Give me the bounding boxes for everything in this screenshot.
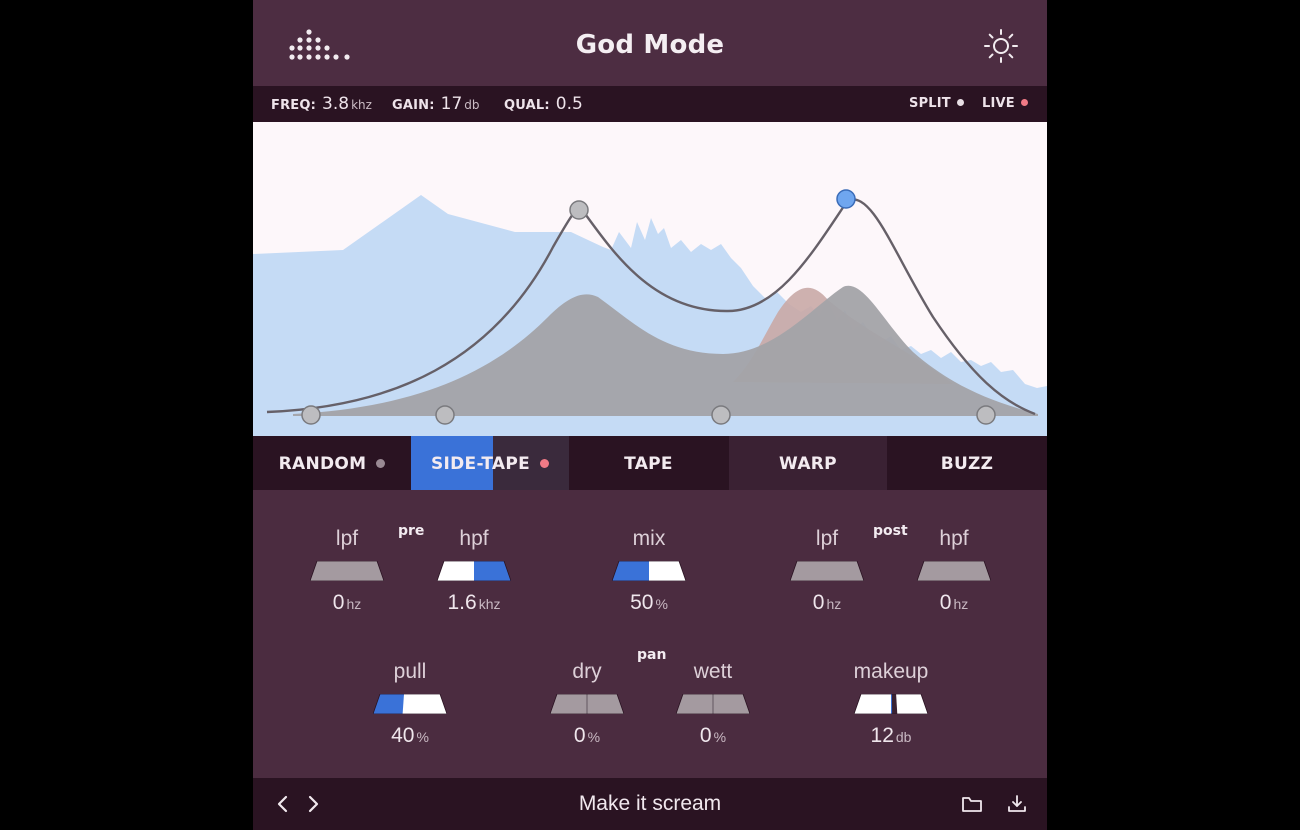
- mix-control: mix 50%: [594, 527, 704, 615]
- dry-slider[interactable]: [549, 693, 625, 715]
- plugin-window: God Mode FREQ: 3.8 khz GAIN: 17 db QUAL: 0.5 …: [253, 0, 1047, 830]
- qual-readout: QUAL: 0.5: [504, 86, 583, 122]
- status-bar: FREQ: 3.8 khz GAIN: 17 db QUAL: 0.5 SPLIT LIV…: [253, 86, 1047, 122]
- output-curve-fill: [293, 285, 1038, 416]
- pull-value: 40%: [391, 724, 429, 747]
- mode-tabs: RANDOM SIDE-TAPE TAPE WARP BUZZ: [253, 436, 1047, 490]
- makeup-control: makeup 12 db: [836, 660, 946, 748]
- post-lpf-value: 0 hz: [812, 591, 842, 614]
- mix-label: mix: [632, 527, 666, 550]
- wett-value: 0%: [699, 724, 727, 747]
- footer-bar: Make it scream: [253, 778, 1047, 830]
- mix-slider[interactable]: [611, 560, 687, 582]
- makeup-value: 12 db: [870, 724, 912, 747]
- pull-slider[interactable]: [372, 693, 448, 715]
- wett-slider[interactable]: [675, 693, 751, 715]
- post-lpf-label: lpf: [815, 527, 839, 550]
- folder-icon[interactable]: [960, 792, 984, 816]
- tab-random-label: RANDOM: [278, 454, 367, 474]
- eq-graph[interactable]: [253, 122, 1047, 436]
- eq-node-selected[interactable]: [836, 189, 856, 209]
- gain-readout: GAIN: 17 db: [392, 86, 480, 122]
- gain-label: GAIN:: [392, 98, 435, 113]
- pull-control: pull 40%: [355, 660, 465, 748]
- tab-tape-label: TAPE: [624, 454, 673, 474]
- gain-unit: db: [464, 98, 480, 112]
- wett-label: wett: [693, 660, 733, 683]
- dot-grid-logo[interactable]: [289, 28, 353, 64]
- tab-tape[interactable]: TAPE: [569, 436, 728, 490]
- eq-node[interactable]: [435, 405, 455, 425]
- post-tag: post: [873, 523, 908, 539]
- gain-value: 17: [440, 94, 463, 114]
- post-lpf-control: lpf 0 hz: [772, 527, 882, 615]
- pan-tag: pan: [637, 647, 667, 663]
- post-hpf-value: 0 hz: [939, 591, 969, 614]
- app-title: God Mode: [575, 30, 725, 60]
- live-label: LIVE: [982, 96, 1015, 111]
- dry-value: 0%: [573, 724, 601, 747]
- qual-label: QUAL:: [504, 98, 550, 113]
- eq-node[interactable]: [711, 405, 731, 425]
- qual-value: 0.5: [555, 94, 583, 114]
- tab-random[interactable]: RANDOM: [253, 436, 411, 490]
- eq-curve[interactable]: [266, 198, 1036, 416]
- tab-warp[interactable]: WARP: [729, 436, 887, 490]
- pre-lpf-slider[interactable]: [309, 560, 385, 582]
- eq-node[interactable]: [569, 200, 589, 220]
- post-lpf-slider[interactable]: [789, 560, 865, 582]
- chevron-left-icon[interactable]: [271, 792, 295, 816]
- freq-unit: khz: [351, 98, 372, 112]
- live-toggle[interactable]: LIVE: [982, 86, 1028, 122]
- preset-name[interactable]: Make it scream: [578, 792, 722, 815]
- sun-icon[interactable]: [983, 28, 1019, 64]
- pre-hpf-label: hpf: [459, 527, 489, 550]
- pre-tag: pre: [398, 523, 425, 539]
- freq-value: 3.8: [322, 94, 350, 114]
- makeup-slider[interactable]: [853, 693, 929, 715]
- pre-hpf-slider[interactable]: [436, 560, 512, 582]
- post-hpf-control: hpf 0 hz: [899, 527, 1009, 615]
- dry-control: dry 0%: [532, 660, 642, 748]
- pre-hpf-value: 1.6 khz: [447, 591, 501, 614]
- dry-label: dry: [572, 660, 602, 683]
- tab-warp-label: WARP: [779, 454, 837, 474]
- makeup-label: makeup: [853, 660, 929, 683]
- freq-readout: FREQ: 3.8 khz: [271, 86, 372, 122]
- random-indicator: [376, 459, 386, 468]
- pre-lpf-value: 0 hz: [332, 591, 362, 614]
- live-indicator: [1020, 99, 1028, 106]
- pre-lpf-control: lpf 0 hz: [292, 527, 402, 615]
- download-icon[interactable]: [1005, 792, 1029, 816]
- split-label: SPLIT: [909, 96, 951, 111]
- eq-node[interactable]: [976, 405, 996, 425]
- tab-side-tape-label: SIDE-TAPE: [430, 454, 531, 474]
- eq-node[interactable]: [301, 405, 321, 425]
- side-tape-indicator: [540, 459, 550, 468]
- tab-buzz-label: BUZZ: [940, 454, 994, 474]
- post-hpf-label: hpf: [939, 527, 969, 550]
- tab-side-tape[interactable]: SIDE-TAPE: [411, 436, 569, 490]
- mix-value: 50%: [630, 591, 668, 614]
- eq-graph-canvas[interactable]: [253, 122, 1047, 436]
- header: God Mode: [253, 0, 1047, 86]
- wett-control: wett 0%: [658, 660, 768, 748]
- pull-label: pull: [393, 660, 427, 683]
- split-indicator: [956, 99, 964, 106]
- pre-hpf-control: hpf 1.6 khz: [419, 527, 529, 615]
- pre-lpf-label: lpf: [335, 527, 359, 550]
- tab-buzz[interactable]: BUZZ: [887, 436, 1047, 490]
- controls-panel: pre post pan lpf 0 hz hpf 1.6 khz mix 50% …: [253, 490, 1047, 778]
- freq-label: FREQ:: [271, 98, 317, 113]
- post-hpf-slider[interactable]: [916, 560, 992, 582]
- split-toggle[interactable]: SPLIT: [909, 86, 964, 122]
- chevron-right-icon[interactable]: [301, 792, 325, 816]
